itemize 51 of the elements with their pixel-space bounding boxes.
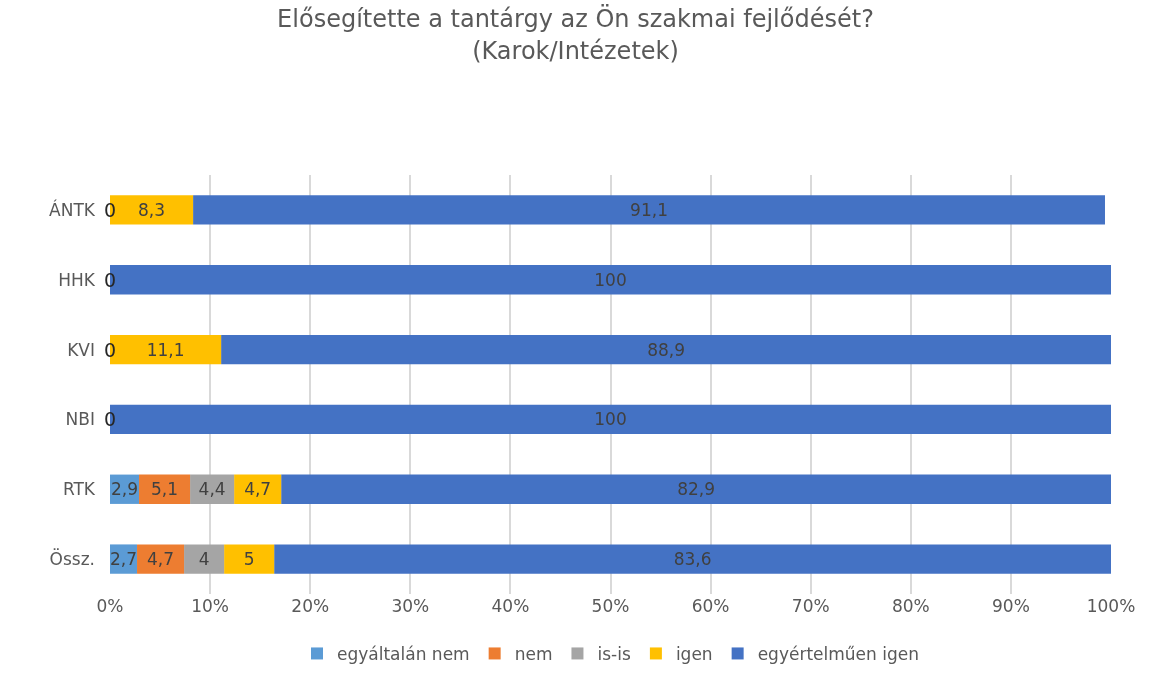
data-label: 4: [198, 549, 210, 570]
bar: [274, 544, 1111, 574]
bar: [193, 195, 1105, 225]
y-tick-label: NBI: [65, 409, 95, 430]
legend-label: is-is: [597, 644, 631, 665]
x-tick-label: 0%: [96, 596, 124, 616]
x-tick-label: 30%: [391, 596, 430, 616]
data-label: 4,7: [244, 479, 272, 500]
x-tick-label: 60%: [691, 596, 730, 616]
x-tick-label: 10%: [191, 596, 229, 616]
y-tick-label: HHK: [58, 269, 96, 290]
bar: [137, 544, 185, 574]
bar: [221, 334, 1111, 365]
data-label: 4,7: [147, 549, 175, 570]
data-label: 100: [594, 409, 627, 430]
data-label: 82,9: [677, 479, 716, 500]
annotation: 0: [104, 339, 117, 361]
data-label: 8,3: [138, 199, 166, 220]
data-label: 2,9: [110, 479, 139, 500]
annotation: 0: [104, 269, 117, 291]
legend-label: nem: [514, 644, 553, 665]
data-label: 5,1: [151, 479, 179, 500]
data-label: 4,4: [198, 479, 226, 500]
y-tick-label: RTK: [62, 479, 96, 500]
legend-label: igen: [675, 644, 713, 665]
y-tick-label: Össz.: [49, 548, 95, 570]
bar: [139, 474, 191, 504]
legend-label: egyáltalán nem: [337, 644, 470, 665]
data-label: 2,7: [109, 549, 138, 570]
y-tick-label: KVI: [67, 339, 95, 360]
x-tick-label: 100%: [1086, 596, 1136, 616]
x-tick-label: 20%: [291, 596, 330, 616]
data-label: 11,1: [146, 339, 185, 360]
bar: [184, 544, 225, 574]
annotation: 0: [104, 199, 117, 221]
annotation: 0: [104, 408, 117, 430]
x-tick-label: 70%: [791, 596, 830, 616]
bar: [281, 474, 1111, 504]
legend-label: egyértelműen igen: [757, 644, 919, 665]
data-label: 91,1: [630, 199, 668, 220]
x-tick-label: 90%: [992, 596, 1030, 616]
data-label: 5: [243, 549, 255, 570]
y-tick-label: ÁNTK: [49, 198, 96, 220]
chart-title: Elősegítette a tantárgy az Ön szakmai fejlődését? (Karok/Intézetek): [277, 4, 874, 65]
data-label: 88,9: [647, 339, 685, 360]
x-tick-label: 40%: [491, 596, 530, 616]
x-tick-label: 50%: [591, 596, 630, 616]
data-label: 100: [594, 269, 627, 290]
data-label: 83,6: [673, 549, 712, 570]
bar: [224, 544, 275, 574]
x-tick-label: 80%: [891, 596, 930, 616]
